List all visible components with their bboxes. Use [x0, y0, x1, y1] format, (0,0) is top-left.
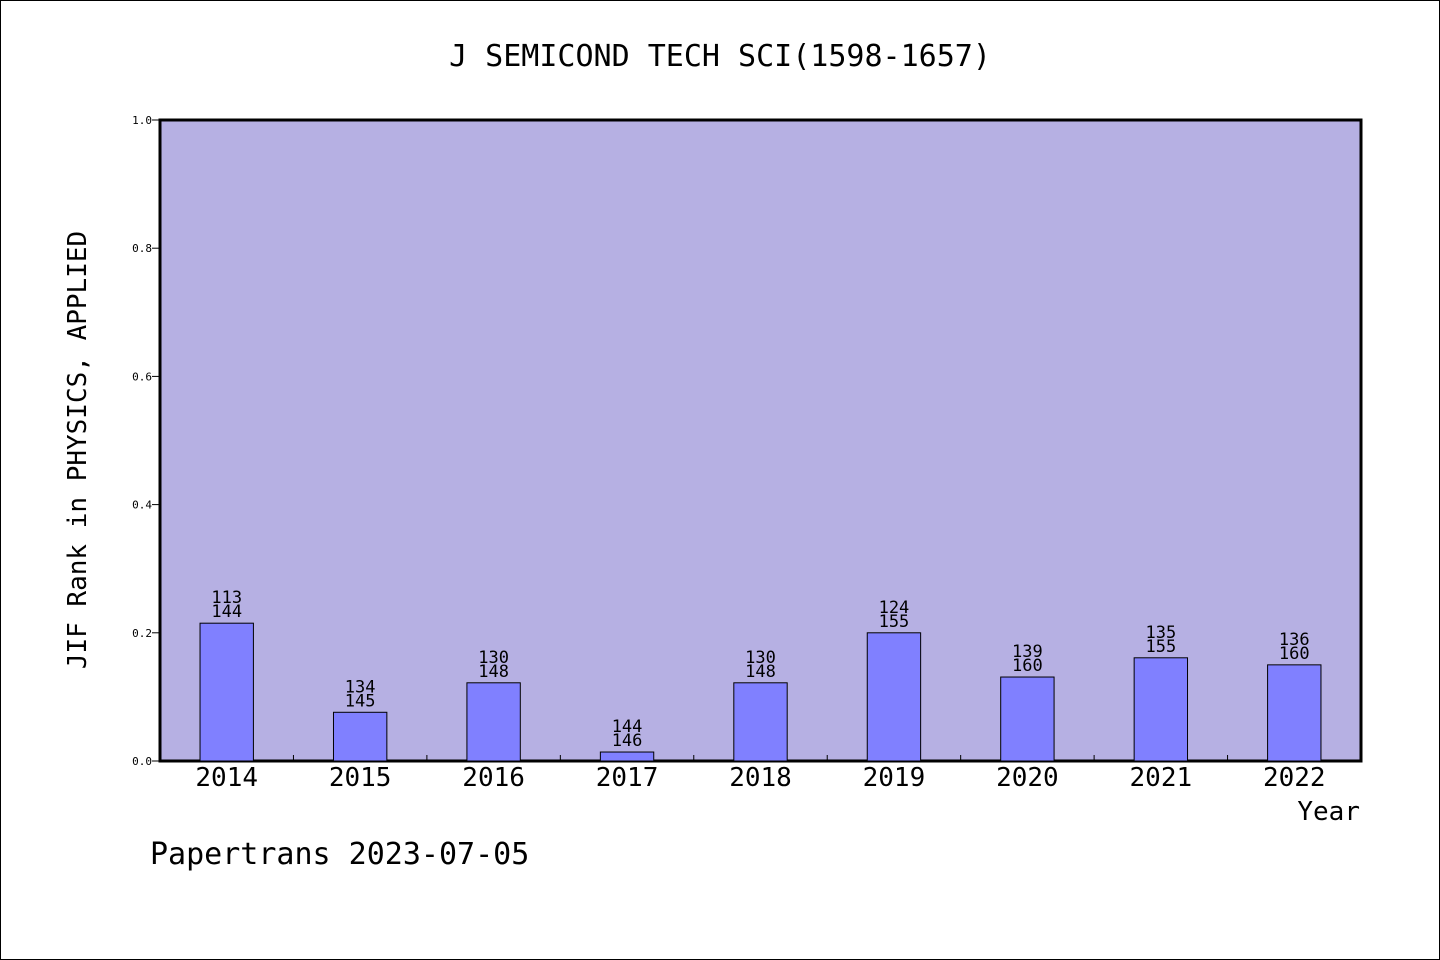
y-tick-label: 0.6 [132, 370, 152, 383]
x-axis: 2014 2015 2016 2017 2018 2019 2020 2021 2022 [195, 755, 1326, 793]
bar-total-label: 160 [1012, 656, 1043, 676]
bar-2016 [466, 682, 521, 762]
bar-rank-label: 113 [211, 588, 242, 608]
bar-total-label: 145 [345, 691, 376, 711]
bar-2021 [1133, 657, 1189, 762]
bars: 1131441341451301481441461301481241551391… [199, 588, 1322, 762]
x-tick-label: 2017 [596, 763, 659, 793]
bar-2014 [199, 622, 254, 762]
bar-rank-label: 139 [1012, 642, 1043, 662]
bar-total-label: 144 [211, 602, 242, 622]
x-tick-label: 2015 [329, 763, 392, 793]
plot-area [158, 118, 1363, 763]
bar-2017 [599, 751, 655, 762]
bar-total-label: 160 [1279, 644, 1310, 664]
y-tick-label: 0.8 [132, 242, 152, 255]
bar-total-label: 148 [745, 662, 776, 682]
bar-rank-label: 135 [1145, 623, 1176, 643]
bar-2018 [733, 682, 788, 762]
bar-2019 [866, 632, 922, 762]
bar-total-label: 155 [1145, 637, 1176, 657]
y-axis-label: JIF Rank in PHYSICS, APPLIED [63, 231, 93, 669]
bar-rank-label: 144 [612, 717, 643, 737]
bar-rank-label: 130 [745, 648, 776, 668]
bar-total-label: 148 [478, 662, 509, 682]
x-tick-label: 2020 [996, 763, 1059, 793]
x-tick-label: 2021 [1130, 763, 1193, 793]
bar-2015 [332, 711, 388, 762]
y-axis: 0.0 0.2 0.4 0.6 0.8 1.0 [132, 114, 160, 768]
bar-total-label: 155 [879, 612, 910, 632]
footer-credit: Papertrans 2023-07-05 [150, 837, 529, 872]
x-tick-label: 2022 [1263, 763, 1326, 793]
bar-total-label: 146 [612, 731, 643, 751]
bar-2020 [1000, 676, 1055, 762]
y-tick-label: 0.2 [132, 627, 152, 640]
x-axis-label: Year [1297, 797, 1360, 827]
x-tick-label: 2014 [195, 763, 258, 793]
bar-rank-label: 130 [478, 648, 509, 668]
bar-2022 [1267, 664, 1322, 762]
bar-rank-label: 134 [345, 677, 376, 697]
y-tick-label: 0.0 [132, 755, 152, 768]
y-tick-label: 0.4 [132, 499, 152, 512]
x-tick-label: 2016 [462, 763, 525, 793]
x-tick-label: 2019 [863, 763, 926, 793]
chart-title: J SEMICOND TECH SCI(1598-1657) [449, 39, 991, 74]
bar-rank-label: 124 [879, 598, 910, 618]
y-tick-label: 1.0 [132, 114, 152, 127]
bar-rank-label: 136 [1279, 630, 1310, 650]
x-tick-label: 2018 [729, 763, 792, 793]
